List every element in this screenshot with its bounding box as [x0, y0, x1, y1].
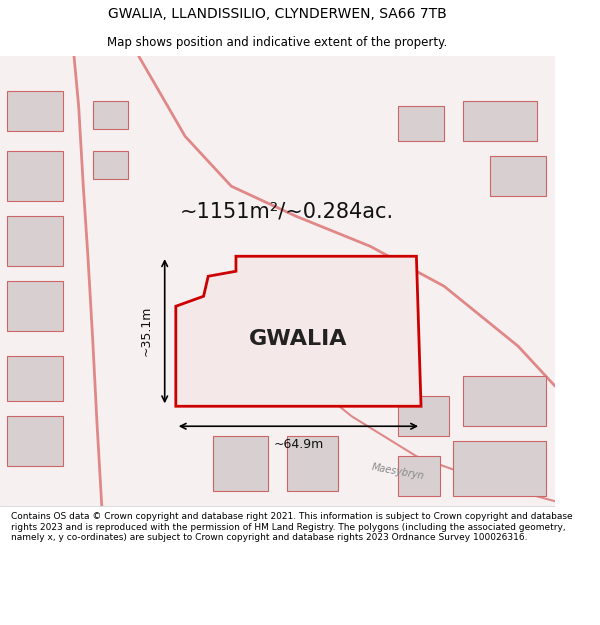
- Text: Maesybryn: Maesybryn: [371, 462, 425, 481]
- Bar: [7, 416, 63, 466]
- Text: ~64.9m: ~64.9m: [273, 438, 323, 451]
- Text: Map shows position and indicative extent of the property.: Map shows position and indicative extent…: [107, 36, 448, 49]
- Bar: [490, 156, 546, 196]
- Bar: [7, 91, 63, 131]
- Bar: [7, 356, 63, 401]
- Bar: [398, 106, 444, 141]
- Bar: [398, 396, 449, 436]
- Bar: [213, 436, 268, 491]
- Bar: [463, 376, 546, 426]
- Text: GWALIA, LLANDISSILIO, CLYNDERWEN, SA66 7TB: GWALIA, LLANDISSILIO, CLYNDERWEN, SA66 7…: [108, 7, 447, 21]
- Text: Contains OS data © Crown copyright and database right 2021. This information is : Contains OS data © Crown copyright and d…: [11, 512, 573, 542]
- Bar: [92, 151, 128, 179]
- Bar: [454, 441, 546, 496]
- Bar: [287, 436, 338, 491]
- Text: GWALIA: GWALIA: [249, 329, 347, 349]
- Bar: [398, 456, 440, 496]
- Polygon shape: [176, 256, 421, 406]
- Bar: [7, 151, 63, 201]
- Bar: [463, 101, 536, 141]
- Bar: [92, 101, 128, 129]
- Text: ~35.1m: ~35.1m: [140, 306, 153, 356]
- Text: ~1151m²/~0.284ac.: ~1151m²/~0.284ac.: [180, 201, 394, 221]
- Bar: [7, 216, 63, 266]
- Bar: [7, 281, 63, 331]
